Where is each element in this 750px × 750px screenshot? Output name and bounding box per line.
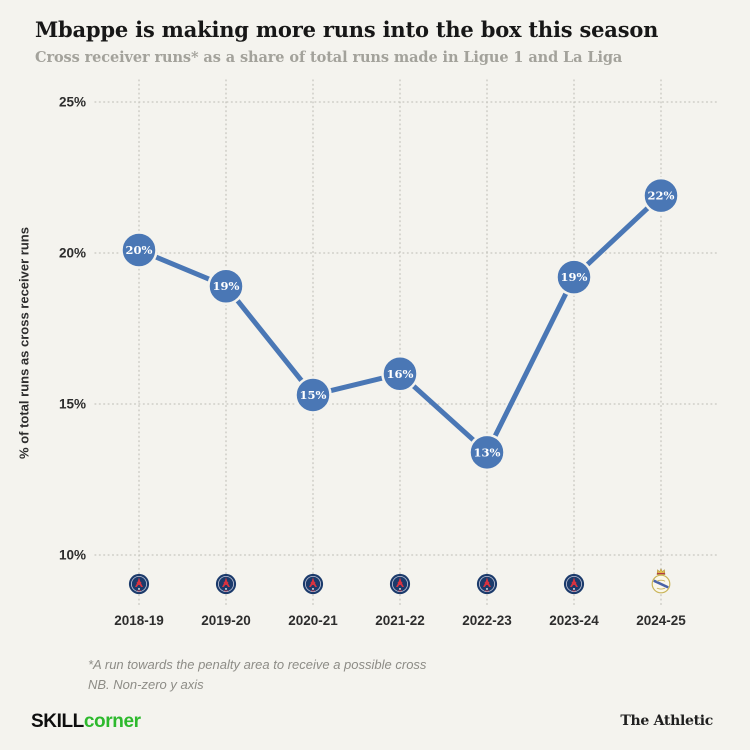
y-tick-label: 25% [59,95,86,110]
data-point-label: 13% [474,445,501,459]
footnote-line-1: *A run towards the penalty area to recei… [88,657,427,672]
data-point [120,231,158,269]
chart-header: Mbappe is making more runs into the box … [35,17,725,67]
x-tick-label: 2019-20 [201,613,251,628]
data-point-label: 22% [648,189,675,203]
data-point-label: 19% [213,279,240,293]
data-point-label: 16% [387,367,414,381]
y-tick-label: 10% [59,548,86,563]
skillcorner-logo-corner: corner [83,711,141,732]
data-point [642,176,680,215]
psg-crest-icon [215,573,237,595]
psg-crest-icon [302,573,324,595]
psg-crest-icon [476,573,498,595]
team-logos [128,569,673,595]
footnote: *A run towards the penalty area to recei… [88,655,426,694]
real-madrid-crest-icon [649,569,673,593]
chart-subtitle: Cross receiver runs* as a share of total… [35,49,623,67]
data-point [468,433,506,472]
y-tick-label: 15% [59,397,86,412]
y-tick-label: 20% [59,246,86,261]
x-tick-label: 2022-23 [462,613,512,628]
skillcorner-logo-skill: SKILL [31,711,84,732]
footnote-line-2: NB. Non-zero y axis [88,676,204,692]
psg-crest-icon [563,573,585,595]
data-point-label: 20% [126,243,153,257]
data-point-label: 15% [300,388,327,402]
skillcorner-logo: SKILLcorner [31,711,141,733]
data-point-label: 19% [561,270,588,284]
chart-title: Mbappe is making more runs into the box … [35,17,659,42]
data-point [381,355,419,393]
data-point [294,376,332,414]
x-tick-label: 2021-22 [375,613,425,628]
grid-lines [94,79,719,608]
psg-crest-icon [128,573,150,595]
x-tick-label: 2018-19 [114,613,164,628]
x-tick-label: 2024-25 [636,613,686,628]
x-tick-label: 2023-24 [549,613,599,628]
data-series: 20% 19% 15% 16% 13% 19% 22% [120,176,680,472]
data-point [555,258,593,296]
x-tick-label: 2020-21 [288,613,338,628]
psg-crest-icon [389,573,411,595]
axis-labels: 2018-19 2019-20 2020-21 2021-22 2022-23 2023-… [59,95,686,629]
the-athletic-logo: The Athletic [620,713,713,729]
data-point [207,267,245,305]
